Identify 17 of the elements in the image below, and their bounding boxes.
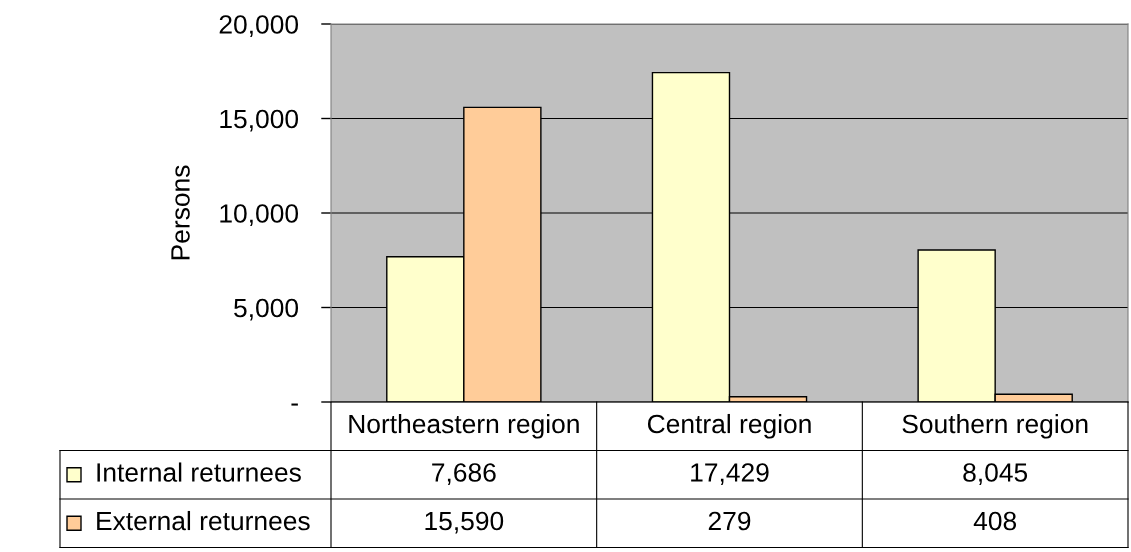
- y-tick-label: 10,000: [220, 204, 299, 226]
- data-label: 17,429: [691, 463, 769, 485]
- data-label: 408: [973, 511, 1017, 531]
- data-label: 15,590: [425, 511, 504, 534]
- x-tick-label: Central region: [647, 413, 811, 439]
- x-tick-label: Southern region: [902, 413, 1088, 439]
- y-axis-title: Persons: [171, 165, 190, 260]
- data-label: 7,686: [432, 463, 496, 485]
- y-tick-label: 15,000: [220, 109, 299, 132]
- x-tick-label: Northeastern region: [349, 413, 579, 439]
- data-label: 8,045: [963, 463, 1028, 485]
- legend-label: External returnees: [97, 510, 310, 531]
- data-label: 279: [708, 511, 751, 531]
- legend-label: Internal returnees: [97, 462, 301, 482]
- y-tick-label: 5,000: [234, 298, 299, 321]
- y-tick-label: 20,000: [219, 15, 299, 37]
- y-tick-label: -: [291, 403, 298, 406]
